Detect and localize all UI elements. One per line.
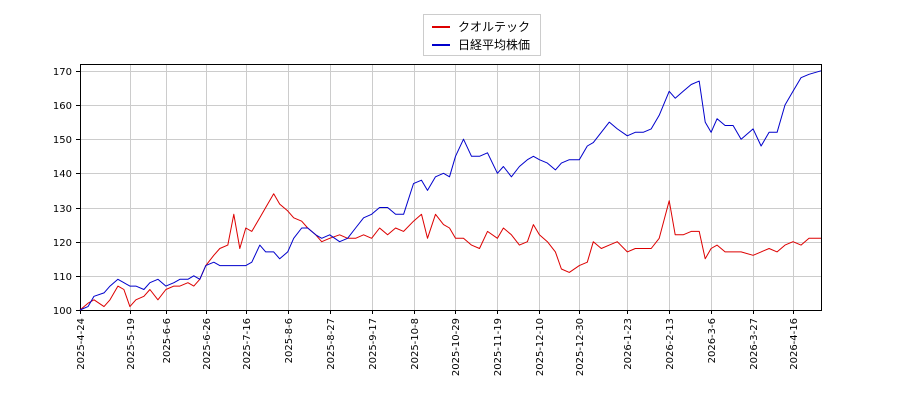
x-tick-label: 2025-10-8 — [410, 318, 421, 370]
x-tick-label: 2025-6-6 — [162, 318, 173, 363]
x-tick-label: 2025-11-19 — [493, 318, 504, 376]
x-tick-label: 2026-2-13 — [665, 318, 676, 370]
legend: クオルテック 日経平均株価 — [423, 14, 541, 56]
y-tick-label: 130 — [53, 204, 72, 215]
y-tick-label: 150 — [53, 135, 72, 146]
legend-swatch-1 — [432, 44, 450, 46]
x-tick-label: 2025-8-6 — [284, 318, 295, 363]
x-tick-label: 2025-7-16 — [242, 318, 253, 370]
series-line-0 — [79, 193, 821, 311]
y-tick-label: 110 — [53, 272, 72, 283]
x-tick-label: 2025-9-17 — [368, 318, 379, 370]
x-tick-label: 2025-5-19 — [126, 318, 137, 370]
x-tick-label: 2025-12-10 — [535, 318, 546, 376]
x-tick-label: 2025-8-27 — [326, 318, 337, 370]
x-tick-label: 2025-10-29 — [451, 318, 462, 376]
x-tick-label: 2026-4-16 — [789, 318, 800, 370]
series-line-1 — [79, 70, 822, 311]
x-tick-label: 2025-12-30 — [575, 318, 586, 376]
x-tick-label: 2025-4-24 — [76, 318, 87, 370]
y-tick-label: 160 — [53, 101, 72, 112]
legend-label-1: 日経平均株価 — [458, 38, 531, 52]
x-tick-label: 2025-6-26 — [202, 318, 213, 370]
legend-swatch-0 — [432, 26, 450, 28]
x-tick-label: 2026-1-23 — [623, 318, 634, 370]
y-tick-label: 170 — [53, 67, 72, 78]
y-tick-label: 120 — [53, 238, 72, 249]
legend-label-0: クオルテック — [458, 20, 531, 34]
x-tick-label: 2026-3-27 — [749, 318, 760, 370]
y-tick-label: 100 — [53, 306, 72, 317]
plot-frame — [80, 64, 822, 311]
y-tick-label: 140 — [53, 169, 72, 180]
x-tick-label: 2026-3-6 — [707, 318, 718, 363]
